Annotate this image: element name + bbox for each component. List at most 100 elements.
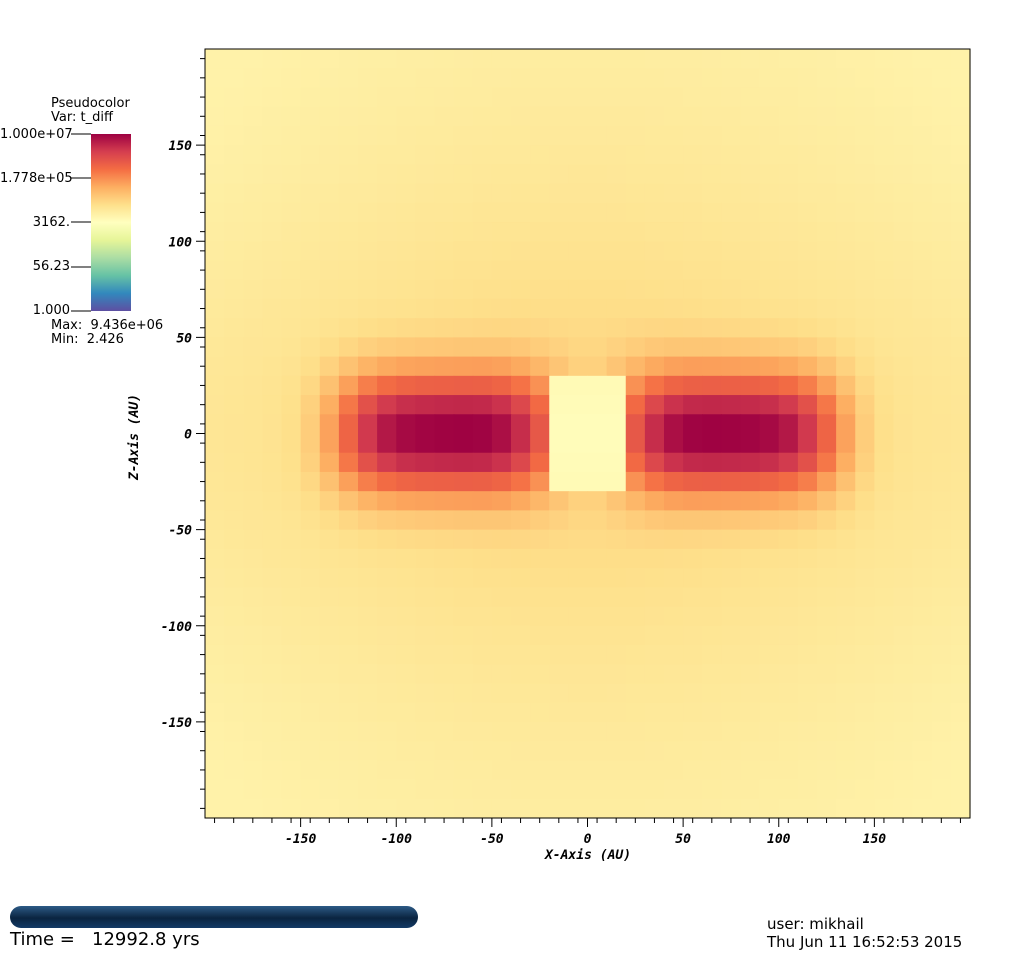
- y-axis-title: Z-Axis (AU): [127, 394, 142, 481]
- colorbar-label-3: 3162.: [32, 215, 70, 230]
- heatmap-cell: [625, 702, 646, 723]
- heatmap-cell: [817, 49, 837, 69]
- heatmap-cell: [472, 587, 493, 608]
- heatmap-cell: [338, 106, 359, 127]
- heatmap-cell: [472, 433, 493, 454]
- heatmap-cell: [434, 68, 455, 89]
- heatmap-cell: [836, 760, 856, 781]
- heatmap-cell: [931, 491, 952, 511]
- heatmap-cell: [606, 625, 627, 646]
- heatmap-cell: [338, 68, 359, 89]
- heatmap-cell: [759, 721, 780, 742]
- heatmap-cell: [912, 491, 933, 511]
- heatmap-cell: [778, 452, 799, 473]
- heatmap-cell: [625, 721, 646, 742]
- heatmap-cell: [721, 125, 742, 146]
- heatmap-cell: [205, 529, 225, 550]
- heatmap-cell: [491, 587, 512, 608]
- heatmap-cell: [759, 664, 780, 685]
- heatmap-cell: [319, 471, 340, 492]
- heatmap-cell: [587, 798, 608, 819]
- heatmap-cell: [491, 491, 512, 511]
- heatmap-cell: [472, 241, 493, 262]
- heatmap-cell: [855, 510, 875, 531]
- heatmap-cell: [855, 49, 875, 69]
- heatmap-cell: [855, 68, 875, 89]
- heatmap-cell: [530, 548, 550, 569]
- heatmap-cell: [683, 260, 703, 281]
- x-tick-label: 150: [863, 832, 887, 847]
- heatmap-cell: [338, 395, 359, 415]
- heatmap-cell: [797, 414, 818, 435]
- heatmap-cell: [224, 375, 244, 396]
- heatmap-cell: [836, 471, 856, 492]
- heatmap-cell: [759, 471, 780, 492]
- heatmap-cell: [319, 202, 340, 223]
- heatmap-cell: [721, 222, 742, 242]
- heatmap-cell: [740, 606, 761, 627]
- heatmap-cell: [874, 241, 895, 262]
- heatmap-cell: [778, 683, 799, 704]
- heatmap-cell: [625, 760, 646, 781]
- heatmap-cell: [683, 337, 703, 358]
- heatmap-cell: [549, 375, 569, 396]
- heatmap-cell: [453, 106, 474, 127]
- heatmap-cell: [453, 721, 474, 742]
- heatmap-cell: [931, 721, 952, 742]
- heatmap-cell: [549, 606, 569, 627]
- heatmap-cell: [530, 452, 550, 473]
- heatmap-cell: [530, 260, 550, 281]
- heatmap-cell: [931, 760, 952, 781]
- heatmap-cell: [262, 49, 283, 69]
- heatmap-cell: [759, 741, 780, 761]
- heatmap-cell: [855, 568, 875, 588]
- heatmap-cell: [472, 510, 493, 531]
- heatmap-cell: [358, 164, 378, 185]
- heatmap-cell: [300, 568, 321, 588]
- heatmap-cell: [319, 606, 340, 627]
- heatmap-cell: [912, 529, 933, 550]
- heatmap-cell: [377, 260, 397, 281]
- heatmap-cell: [205, 395, 225, 415]
- heatmap-cell: [778, 548, 799, 569]
- heatmap-cell: [644, 279, 665, 300]
- heatmap-cell: [568, 375, 589, 396]
- heatmap-cell: [702, 241, 722, 262]
- heatmap-cell: [511, 529, 531, 550]
- heatmap-cell: [358, 683, 378, 704]
- heatmap-cell: [568, 741, 589, 761]
- heatmap-cell: [740, 279, 761, 300]
- heatmap-cell: [587, 279, 608, 300]
- heatmap-cell: [893, 318, 914, 338]
- heatmap-cell: [664, 125, 684, 146]
- heatmap-cell: [664, 298, 684, 319]
- heatmap-cell: [491, 471, 512, 492]
- heatmap-cell: [721, 241, 742, 262]
- heatmap-cell: [549, 702, 569, 723]
- heatmap-cell: [396, 298, 416, 319]
- heatmap-cell: [644, 395, 665, 415]
- heatmap-cell: [625, 202, 646, 223]
- heatmap-cell: [740, 106, 761, 127]
- heatmap-cell: [702, 260, 722, 281]
- heatmap-cell: [644, 606, 665, 627]
- heatmap-cell: [644, 183, 665, 204]
- heatmap-cell: [262, 798, 283, 819]
- time-slider[interactable]: [10, 906, 418, 928]
- heatmap-cell: [797, 741, 818, 761]
- heatmap-cell: [797, 568, 818, 588]
- heatmap-cell: [338, 702, 359, 723]
- heatmap-cell: [759, 395, 780, 415]
- heatmap-cell: [606, 356, 627, 377]
- heatmap-cell: [874, 164, 895, 185]
- heatmap-cell: [300, 145, 321, 165]
- heatmap-cell: [338, 471, 359, 492]
- heatmap-cell: [874, 625, 895, 646]
- heatmap-cell: [530, 241, 550, 262]
- heatmap-cell: [434, 644, 455, 665]
- heatmap-cell: [281, 471, 302, 492]
- heatmap-cell: [262, 452, 283, 473]
- heatmap-cell: [262, 68, 283, 89]
